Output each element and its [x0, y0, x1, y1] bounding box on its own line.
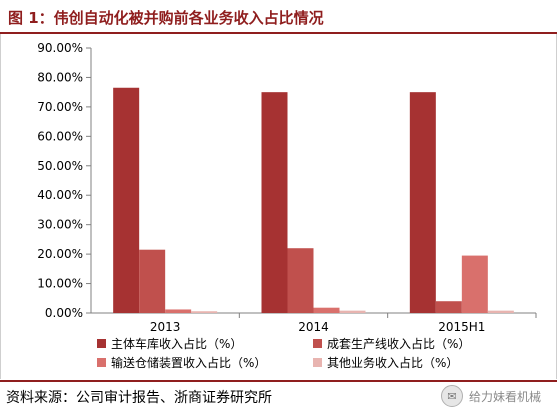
bar-2014-series-1	[261, 92, 288, 313]
wechat-icon: ✉	[440, 385, 463, 407]
x-tick-label: 2014	[298, 320, 329, 334]
legend-swatch-4	[313, 358, 322, 367]
y-tick-label: 50.00%	[37, 159, 83, 173]
bar-chart: 0.00% 10.00% 20.00% 30.00% 40.00% 50.00% 60.00…	[37, 41, 537, 370]
y-tick-label: 30.00%	[37, 218, 83, 232]
legend-label-3: 输送仓储装置收入占比（%）	[111, 355, 266, 370]
y-tick-label: 10.00%	[37, 277, 83, 291]
x-tick-label: 2013	[150, 320, 181, 334]
bar-2013-series-1	[113, 87, 140, 313]
bar-2015H1-series-2	[435, 301, 462, 313]
figure-title: 图 1：伟创自动化被并购前各业务收入占比情况	[8, 9, 324, 27]
bar-2014-series-2	[287, 248, 314, 313]
bar-2015H1-series-4	[487, 310, 514, 313]
legend-label-2: 成套生产线收入占比（%）	[327, 336, 470, 351]
watermark-text: 给力妹看机械	[468, 389, 541, 404]
bar-2013-series-4	[191, 311, 218, 313]
chart-container: 0.00% 10.00% 20.00% 30.00% 40.00% 50.00% 60.00…	[0, 34, 557, 379]
bar-2015H1-series-1	[409, 92, 436, 313]
bar-2015H1-series-3	[461, 255, 488, 313]
y-tick-label: 70.00%	[37, 100, 83, 114]
y-tick-label: 40.00%	[37, 188, 83, 202]
x-tick-label: 2015H1	[438, 320, 485, 334]
watermark: ✉ 给力妹看机械	[440, 385, 541, 407]
y-tick-label: 0.00%	[45, 306, 83, 320]
y-tick-label: 80.00%	[37, 70, 83, 84]
figure-title-bar: 图 1：伟创自动化被并购前各业务收入占比情况	[0, 0, 557, 34]
bar-2013-series-3	[165, 309, 192, 313]
bar-2014-series-4	[339, 310, 366, 313]
bar-2014-series-3	[313, 307, 340, 313]
legend-swatch-2	[313, 339, 322, 348]
bar-2013-series-2	[139, 249, 166, 313]
source-note: 资料来源：公司审计报告、浙商证券研究所	[6, 390, 272, 406]
y-tick-label: 60.00%	[37, 129, 83, 143]
legend-label-1: 主体车库收入占比（%）	[111, 336, 242, 351]
legend-swatch-3	[97, 358, 106, 367]
footer-divider	[0, 380, 557, 382]
y-tick-label: 20.00%	[37, 247, 83, 261]
y-tick-label: 90.00%	[37, 41, 83, 55]
legend-label-4: 其他业务收入占比（%）	[327, 355, 458, 370]
legend-swatch-1	[97, 339, 106, 348]
